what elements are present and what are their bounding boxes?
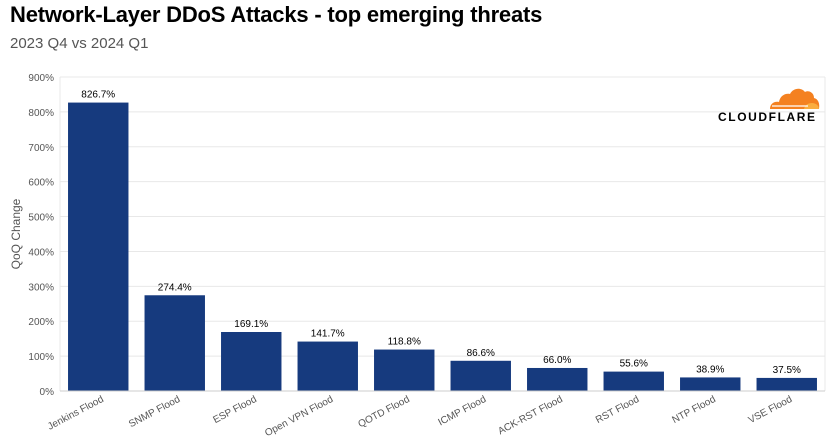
x-tick-label: NTP Flood xyxy=(670,394,717,426)
data-label: 55.6% xyxy=(620,359,648,370)
y-tick-label: 400% xyxy=(28,247,54,258)
y-tick-label: 800% xyxy=(28,108,54,119)
y-tick-label: 900% xyxy=(28,73,54,84)
y-tick-label: 300% xyxy=(28,282,54,293)
bar xyxy=(68,102,129,392)
x-tick-label: Open VPN Flood xyxy=(263,394,335,439)
y-tick-label: 600% xyxy=(28,178,54,189)
x-tick-label: VSE Flood xyxy=(747,394,794,426)
x-tick-label: RST Flood xyxy=(594,394,641,426)
x-tick-label: QOTD Flood xyxy=(356,394,411,430)
data-label: 141.7% xyxy=(311,329,345,340)
x-tick-label: SNMP Flood xyxy=(127,394,182,430)
x-tick-label: ACK-RST Flood xyxy=(496,394,564,437)
data-label: 274.4% xyxy=(158,282,192,293)
data-label: 169.1% xyxy=(234,319,268,330)
data-label: 86.6% xyxy=(467,348,495,359)
cloudflare-logo: CLOUDFLARE xyxy=(716,86,822,126)
bar xyxy=(680,377,741,391)
bar xyxy=(756,377,817,391)
y-tick-label: 100% xyxy=(28,352,54,363)
data-label: 37.5% xyxy=(773,365,801,376)
data-label: 38.9% xyxy=(696,364,724,375)
bar xyxy=(527,367,588,391)
bar xyxy=(450,360,511,391)
bar xyxy=(297,341,358,391)
bar xyxy=(603,371,664,391)
chart-title: Network-Layer DDoS Attacks - top emergin… xyxy=(10,2,543,27)
x-tick-label: ESP Flood xyxy=(211,394,258,426)
data-label: 118.8% xyxy=(388,337,421,348)
bar xyxy=(221,332,282,391)
data-label: 826.7% xyxy=(81,90,115,101)
brand-name: CLOUDFLARE xyxy=(718,110,817,124)
chart-subtitle: 2023 Q4 vs 2024 Q1 xyxy=(10,35,149,52)
y-tick-label: 700% xyxy=(28,143,54,154)
y-axis-label: QoQ Change xyxy=(9,198,23,269)
y-tick-label: 500% xyxy=(28,213,54,224)
data-label: 66.0% xyxy=(543,355,571,366)
bar xyxy=(374,349,435,391)
x-tick-label: Jenkins Flood xyxy=(46,394,106,433)
bar xyxy=(144,295,205,391)
y-tick-label: 200% xyxy=(28,317,54,328)
x-tick-label: ICMP Flood xyxy=(437,394,489,428)
cloud-icon xyxy=(770,88,820,109)
y-tick-label: 0% xyxy=(40,387,55,398)
